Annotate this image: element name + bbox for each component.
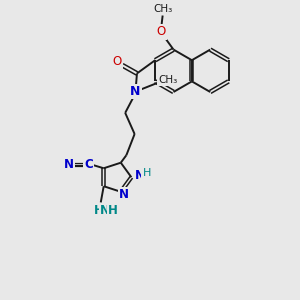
Text: H: H: [108, 204, 118, 217]
Text: N: N: [64, 158, 74, 171]
Text: O: O: [157, 26, 166, 38]
Text: CH₃: CH₃: [154, 4, 173, 14]
Text: N: N: [100, 204, 110, 217]
Text: O: O: [112, 55, 122, 68]
Text: N: N: [135, 169, 145, 182]
Text: H: H: [94, 204, 104, 217]
Text: C: C: [84, 158, 93, 171]
Text: N: N: [119, 188, 129, 201]
Text: N: N: [130, 85, 141, 98]
Text: H: H: [142, 168, 151, 178]
Text: CH₃: CH₃: [158, 75, 178, 85]
